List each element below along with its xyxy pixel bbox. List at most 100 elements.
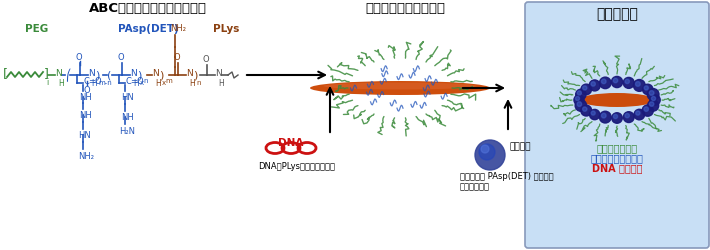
Circle shape — [650, 95, 660, 105]
Text: O: O — [84, 86, 90, 95]
Circle shape — [576, 96, 579, 100]
Text: ]: ] — [44, 68, 49, 80]
Text: N: N — [152, 70, 159, 78]
Text: m: m — [165, 78, 172, 84]
Text: ⎛: ⎛ — [65, 68, 70, 82]
Text: H: H — [58, 79, 64, 88]
Circle shape — [648, 88, 659, 100]
Text: C: C — [125, 78, 131, 86]
Text: ): ) — [95, 70, 99, 80]
Circle shape — [623, 112, 634, 122]
Circle shape — [650, 102, 654, 106]
Text: O: O — [118, 53, 124, 62]
Circle shape — [634, 109, 645, 120]
Text: N: N — [186, 70, 192, 78]
Circle shape — [576, 89, 586, 100]
Text: N: N — [88, 70, 94, 78]
Text: 生体適合性外殻: 生体適合性外殻 — [596, 143, 638, 153]
Circle shape — [643, 84, 653, 95]
Text: O: O — [202, 55, 209, 64]
Text: PAsp(DET): PAsp(DET) — [118, 24, 179, 34]
Circle shape — [589, 80, 600, 91]
Text: H: H — [218, 79, 224, 88]
Circle shape — [651, 96, 655, 100]
Circle shape — [475, 140, 505, 170]
Text: 三層構造高分子ミセル: 三層構造高分子ミセル — [365, 2, 445, 15]
Text: HN: HN — [78, 131, 91, 140]
Circle shape — [591, 82, 596, 86]
Circle shape — [623, 78, 634, 88]
Text: n: n — [196, 80, 200, 86]
Circle shape — [649, 90, 654, 95]
Text: H: H — [189, 79, 195, 88]
Text: H₂N: H₂N — [119, 127, 135, 136]
Text: NH₂: NH₂ — [170, 24, 186, 33]
Text: C: C — [83, 78, 89, 86]
Circle shape — [599, 111, 611, 123]
Text: NH: NH — [79, 93, 92, 102]
Text: ): ) — [193, 70, 197, 80]
Text: NH₂: NH₂ — [78, 152, 94, 161]
Text: H: H — [91, 79, 97, 88]
Circle shape — [591, 111, 595, 115]
Text: PEG: PEG — [25, 24, 48, 34]
Text: 光増感剤: 光増感剤 — [510, 142, 532, 151]
Text: [: [ — [3, 68, 8, 80]
Text: O: O — [174, 53, 180, 62]
Text: 光増感剤内包中間層: 光増感剤内包中間層 — [591, 153, 643, 163]
Circle shape — [577, 91, 581, 95]
Circle shape — [644, 86, 648, 90]
Circle shape — [601, 113, 606, 118]
Text: DNA: DNA — [278, 138, 303, 148]
Text: N: N — [215, 70, 222, 78]
Circle shape — [642, 105, 653, 116]
Text: x: x — [162, 80, 166, 86]
Circle shape — [613, 114, 618, 118]
Text: ナノマシン: ナノマシン — [596, 7, 638, 21]
Circle shape — [581, 84, 591, 95]
Text: ): ) — [159, 70, 163, 80]
Circle shape — [613, 78, 618, 83]
Ellipse shape — [310, 81, 490, 95]
Text: m-n: m-n — [98, 80, 111, 86]
Text: 光増感剤と PAsp(DET) 中間層の
静電相互作用: 光増感剤と PAsp(DET) 中間層の 静電相互作用 — [460, 172, 554, 192]
Ellipse shape — [579, 93, 655, 107]
Text: N: N — [55, 70, 62, 78]
FancyBboxPatch shape — [525, 2, 709, 248]
Circle shape — [633, 80, 645, 91]
Circle shape — [479, 144, 495, 160]
Circle shape — [601, 79, 606, 84]
Text: PLys: PLys — [213, 24, 239, 34]
Text: HN: HN — [121, 93, 133, 102]
Text: DNA 内包内核: DNA 内包内核 — [591, 163, 643, 173]
Ellipse shape — [324, 82, 476, 89]
Circle shape — [577, 102, 581, 106]
Circle shape — [583, 107, 587, 111]
Text: =O: =O — [130, 78, 143, 86]
Circle shape — [581, 105, 591, 116]
Circle shape — [583, 86, 587, 90]
Text: DNAとPLysの静電相互作用: DNAとPLysの静電相互作用 — [258, 162, 335, 171]
Text: (: ( — [107, 70, 111, 80]
Circle shape — [574, 95, 584, 105]
Text: O: O — [76, 53, 82, 62]
Circle shape — [644, 107, 648, 111]
Text: ABC型トリブロック共重合体: ABC型トリブロック共重合体 — [89, 2, 207, 15]
Text: NH: NH — [121, 113, 133, 122]
Circle shape — [625, 79, 630, 84]
Circle shape — [481, 145, 489, 153]
Text: =O: =O — [88, 78, 102, 86]
Circle shape — [635, 111, 640, 115]
Circle shape — [575, 100, 586, 111]
Circle shape — [611, 76, 623, 88]
Text: NH: NH — [79, 111, 92, 120]
Circle shape — [612, 113, 622, 123]
Circle shape — [599, 77, 611, 89]
Circle shape — [625, 114, 629, 118]
Text: i: i — [46, 78, 48, 87]
Circle shape — [589, 110, 600, 120]
Circle shape — [635, 82, 640, 86]
Circle shape — [648, 100, 659, 111]
Text: N: N — [130, 70, 137, 78]
Text: x: x — [140, 80, 144, 86]
